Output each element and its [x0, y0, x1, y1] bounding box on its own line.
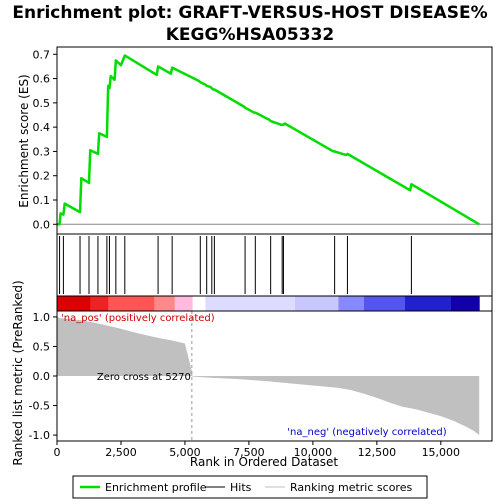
heat-bar-segment: [57, 296, 91, 311]
heat-bar-segment: [338, 296, 365, 311]
hits-frame: [56, 233, 493, 297]
chart-title-line1: Enrichment plot: GRAFT‐VERSUS‐HOST DISEA…: [12, 3, 487, 23]
x-tick-label: 10,000: [294, 446, 333, 459]
heat-bar-segment: [405, 296, 452, 311]
heat-bar: [56, 295, 493, 312]
metric-y-tick-label: -0.5: [29, 400, 50, 413]
es-y-axis-label: Enrichment score (ES): [17, 74, 31, 207]
legend-label: Ranking metric scores: [290, 481, 412, 494]
es-y-tick-label: 0.5: [33, 97, 51, 110]
negative-correlation-label: 'na_neg' (negatively correlated): [287, 427, 446, 438]
x-tick-label: 7,500: [233, 446, 265, 459]
metric-y-tick-label: 0.0: [33, 370, 51, 383]
chart-title-line2: KEGG%HSA05332: [166, 25, 335, 45]
x-tick-label: 15,000: [422, 446, 461, 459]
metric-y-tick-label: 1.0: [33, 311, 51, 324]
heat-bar-segment: [108, 296, 155, 311]
heat-bar-segment: [294, 296, 339, 311]
positive-correlation-label: 'na_pos' (positively correlated): [61, 313, 215, 324]
es-y-tick-label: 0.7: [33, 48, 51, 61]
legend-label: Hits: [230, 481, 252, 494]
heat-bar-segment: [174, 296, 194, 311]
heat-bar-segment: [451, 296, 480, 311]
heat-bar-segment: [154, 296, 176, 311]
zero-cross-label: Zero cross at 5270: [97, 372, 191, 383]
es-y-tick-label: 0.0: [33, 218, 51, 231]
x-tick-label: 12,500: [358, 446, 397, 459]
legend-label: Enrichment profile: [105, 481, 207, 494]
es-y-tick-label: 0.3: [33, 145, 51, 158]
es-y-tick-label: 0.2: [33, 170, 51, 183]
x-axis-label: Rank in Ordered Dataset: [190, 455, 338, 469]
metric-y-tick-label: -1.0: [29, 429, 50, 442]
metric-panel: Zero cross at 5270 'na_pos' (positively c…: [29, 310, 493, 459]
hits-panel: [56, 233, 493, 297]
es-panel: 0.0 0.1 0.2 0.3 0.4 0.5 0.6 0.7: [33, 46, 493, 235]
es-y-tick-label: 0.1: [33, 194, 51, 207]
x-tick-label: 0: [54, 446, 61, 459]
es-plot-area: [57, 47, 492, 234]
metric-y-axis-label: Ranked list metric (PreRanked): [11, 280, 25, 465]
metric-y-tick-label: 0.5: [33, 340, 51, 353]
chart-legend: Enrichment profile Hits Ranking metric sco…: [72, 475, 428, 499]
x-tick-label: 2,500: [105, 446, 137, 459]
es-y-tick-label: 0.4: [33, 121, 51, 134]
heat-bar-segment: [192, 296, 206, 311]
es-y-tick-label: 0.6: [33, 73, 51, 86]
heat-bar-segment: [90, 296, 109, 311]
legend-box: [72, 475, 428, 499]
heat-bar-segment: [205, 296, 296, 311]
enrichment-profile-line: [57, 54, 480, 226]
heat-bar-segment: [364, 296, 406, 311]
metric-frame: [56, 310, 493, 442]
x-tick-label: 5,000: [169, 446, 201, 459]
ranking-metric-area: [57, 316, 480, 436]
